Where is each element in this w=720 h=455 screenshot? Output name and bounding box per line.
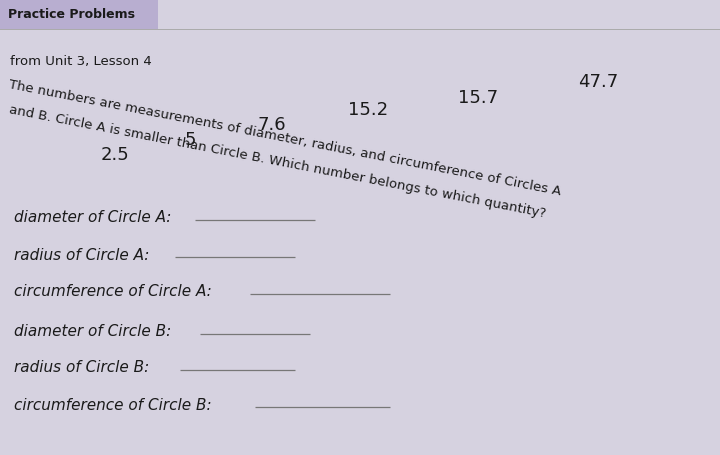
- FancyBboxPatch shape: [0, 0, 158, 30]
- Text: from Unit 3, Lesson 4: from Unit 3, Lesson 4: [10, 55, 152, 68]
- Text: circumference of Circle A:: circumference of Circle A:: [14, 284, 212, 299]
- Text: radius of Circle A:: radius of Circle A:: [14, 247, 149, 262]
- Text: diameter of Circle B:: diameter of Circle B:: [14, 324, 171, 339]
- Text: radius of Circle B:: radius of Circle B:: [14, 360, 149, 374]
- Text: diameter of Circle A:: diameter of Circle A:: [14, 210, 171, 225]
- Text: 2.5: 2.5: [101, 146, 130, 164]
- Text: 7.6: 7.6: [258, 116, 287, 134]
- Text: and B. Circle A is smaller than Circle B. Which number belongs to which quantity: and B. Circle A is smaller than Circle B…: [7, 103, 546, 220]
- Text: 5: 5: [184, 131, 196, 149]
- Text: 47.7: 47.7: [578, 73, 618, 91]
- Text: circumference of Circle B:: circumference of Circle B:: [14, 397, 212, 412]
- Text: 15.2: 15.2: [348, 101, 388, 119]
- Text: The numbers are measurements of diameter, radius, and circumference of Circles A: The numbers are measurements of diameter…: [7, 78, 562, 197]
- Text: Practice Problems: Practice Problems: [8, 9, 135, 21]
- Text: 15.7: 15.7: [458, 89, 498, 107]
